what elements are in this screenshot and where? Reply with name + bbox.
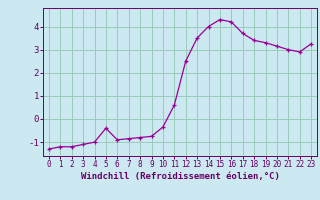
X-axis label: Windchill (Refroidissement éolien,°C): Windchill (Refroidissement éolien,°C) <box>81 172 279 181</box>
